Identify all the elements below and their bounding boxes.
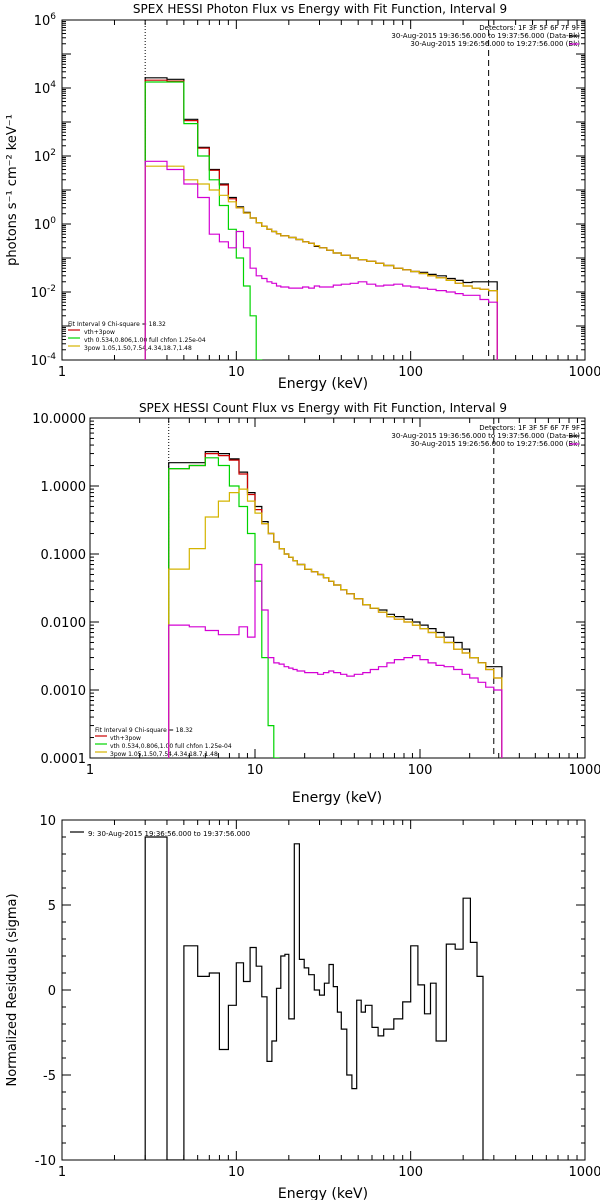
residuals-x-axis-label: Energy (keV) [278, 1186, 368, 1200]
residuals-y-tick-label: -5 [43, 1069, 56, 1084]
residuals-y-tick-label: 5 [48, 899, 56, 914]
residuals-series-9-30-aug-2015-19-36-56-000-to-19-37-56-000 [144, 836, 489, 1160]
photon-flux-series-3pow [144, 165, 498, 360]
photon-flux-title: SPEX HESSI Photon Flux vs Energy with Fi… [133, 2, 507, 16]
count-flux-legend-entry-1: vth+3pow [110, 735, 141, 742]
count-flux-x-axis-label: Energy (keV) [292, 790, 382, 806]
count-flux-y-tick-label: 1.0000 [41, 480, 87, 495]
count-flux-y-tick-label: 0.0100 [41, 616, 87, 631]
residuals-x-tick-label: 10 [228, 1165, 245, 1180]
count-flux-series-data-bk [168, 451, 503, 758]
photon-flux-y-tick-label: 104 [34, 80, 57, 97]
count-flux-series-vth [168, 457, 280, 758]
photon-flux-panel: SPEX HESSI Photon Flux vs Energy with Fi… [5, 2, 600, 392]
residuals-x-tick-label: 100 [398, 1165, 423, 1180]
count-flux-x-tick-label: 10 [247, 763, 264, 778]
count-flux-x-tick-label: 1000 [568, 763, 600, 778]
count-flux-y-tick-label: 0.0001 [41, 752, 87, 767]
count-flux-y-tick-label: 10.0000 [32, 412, 86, 427]
count-flux-title: SPEX HESSI Count Flux vs Energy with Fit… [139, 401, 507, 415]
count-flux-series-bk [168, 563, 503, 758]
residuals-plot-frame [61, 819, 586, 1161]
photon-flux-detectors: Detectors: 1F 3F 5F 6F 7F 9F [479, 24, 580, 32]
count-flux-plot-frame [89, 417, 586, 759]
count-flux-panel: SPEX HESSI Count Flux vs Energy with Fit… [32, 401, 600, 806]
count-flux-legend-entry-2: vth 0.534,0.806,1.00 full chfon 1.25e-04 [110, 743, 232, 750]
count-flux-x-tick-label: 100 [408, 763, 433, 778]
photon-flux-y-tick-label: 10-4 [30, 352, 56, 369]
count-flux-series-vth-3pow [168, 453, 503, 758]
residuals-y-tick-label: 0 [48, 984, 56, 999]
photon-flux-x-tick-label: 10 [228, 365, 245, 380]
count-flux-detectors: Detectors: 1F 3F 5F 6F 7F 9F [479, 424, 580, 432]
count-flux-header-line-1: 30-Aug-2015 19:36:56.000 to 19:37:56.000… [391, 432, 580, 440]
photon-flux-legend-entry-1: vth+3pow [84, 329, 115, 336]
count-flux-y-tick-label: 0.1000 [41, 548, 87, 563]
photon-flux-y-axis-label: photons s⁻¹ cm⁻² keV⁻¹ [5, 114, 20, 266]
photon-flux-x-tick-label: 100 [398, 365, 423, 380]
photon-flux-legend-entry-3: 3pow 1.05,1.50,7.54,4.34,18.7,1.48 [84, 345, 192, 352]
photon-flux-header-line-2: 30-Aug-2015 19:26:56.000 to 19:27:56.000… [410, 40, 580, 48]
photon-flux-y-tick-label: 102 [34, 148, 56, 165]
photon-flux-header-line-1: 30-Aug-2015 19:36:56.000 to 19:37:56.000… [391, 32, 580, 40]
count-flux-legend-title: Fit Interval 9 Chi-square = 18.32 [95, 727, 193, 734]
photon-flux-series-bk [144, 160, 498, 360]
count-flux-y-tick-label: 0.0010 [41, 684, 87, 699]
residuals-y-tick-label: -10 [35, 1154, 56, 1169]
photon-flux-plot-frame [61, 19, 586, 361]
residuals-panel: 9: 30-Aug-2015 19:36:56.000 to 19:37:56.… [5, 814, 600, 1200]
count-flux-x-tick-label: 1 [86, 763, 94, 778]
photon-flux-x-tick-label: 1000 [568, 365, 600, 380]
photon-flux-legend-title: Fit Interval 9 Chi-square = 18.32 [68, 321, 166, 328]
residuals-y-axis-label: Normalized Residuals (sigma) [5, 893, 20, 1086]
residuals-legend-entry: 9: 30-Aug-2015 19:36:56.000 to 19:37:56.… [88, 830, 250, 838]
photon-flux-x-axis-label: Energy (keV) [278, 376, 368, 392]
photon-flux-x-tick-label: 1 [58, 365, 66, 380]
residuals-y-tick-label: 10 [39, 814, 56, 829]
photon-flux-series-vth-3pow [144, 79, 498, 360]
photon-flux-y-tick-label: 10-2 [30, 284, 56, 301]
photon-flux-y-tick-label: 100 [34, 216, 57, 233]
photon-flux-y-tick-label: 106 [34, 12, 57, 29]
residuals-x-tick-label: 1000 [568, 1165, 600, 1180]
count-flux-legend-entry-3: 3pow 1.05,1.50,7.54,4.34,18.7,1.48 [110, 751, 218, 758]
count-flux-series-3pow [168, 488, 503, 758]
residuals-x-tick-label: 1 [58, 1165, 66, 1180]
photon-flux-series-data-bk [144, 77, 498, 360]
photon-flux-series-vth [144, 81, 263, 360]
count-flux-header-line-2: 30-Aug-2015 19:26:56.000 to 19:27:56.000… [410, 440, 580, 448]
